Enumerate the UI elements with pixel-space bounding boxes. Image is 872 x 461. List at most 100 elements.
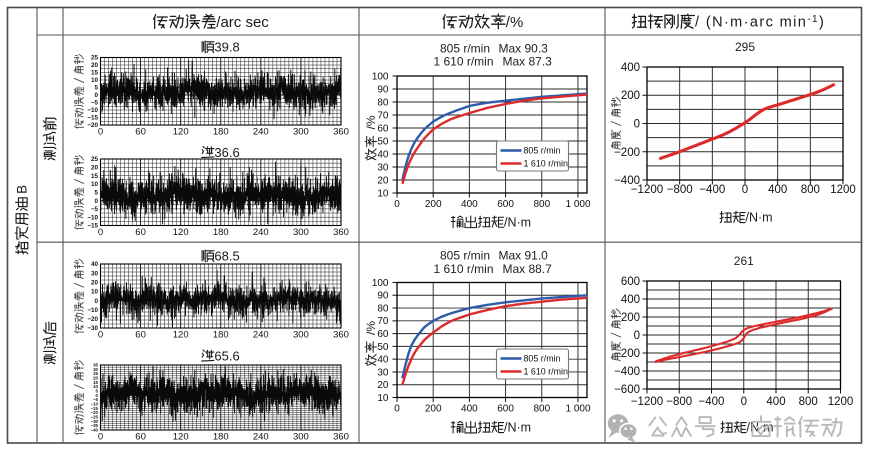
svg-text:15: 15 [91, 70, 99, 77]
svg-text:20: 20 [91, 165, 99, 172]
svg-text:600: 600 [497, 199, 514, 210]
svg-text:200: 200 [621, 312, 640, 324]
svg-text:0: 0 [634, 330, 640, 342]
svg-text:−5: −5 [93, 397, 99, 402]
svg-text:180: 180 [213, 227, 229, 238]
svg-text:300: 300 [293, 127, 309, 138]
svg-text:0: 0 [741, 396, 747, 408]
svg-text:35: 35 [93, 363, 98, 368]
svg-text:400: 400 [621, 62, 640, 74]
svg-text:65.6: 65.6 [214, 349, 239, 364]
svg-text:40: 40 [377, 355, 389, 366]
svg-text:10: 10 [91, 77, 99, 84]
svg-text:1200: 1200 [830, 184, 856, 196]
svg-text:0: 0 [94, 198, 98, 205]
svg-text:60: 60 [135, 227, 146, 238]
svg-text:1 610 r/min: 1 610 r/min [433, 55, 493, 69]
svg-text:/ (N·m·arc min-1): / (N·m·arc min-1) [695, 14, 825, 31]
svg-text:60: 60 [135, 432, 146, 443]
svg-text:30: 30 [93, 367, 98, 372]
svg-text:30: 30 [377, 162, 389, 173]
svg-text:10: 10 [91, 181, 99, 188]
svg-text:360: 360 [333, 432, 349, 443]
svg-text:400: 400 [766, 396, 785, 408]
svg-text:180: 180 [213, 127, 229, 138]
svg-text:−10: −10 [87, 307, 98, 314]
svg-text:400: 400 [461, 199, 478, 210]
svg-text:40: 40 [377, 149, 389, 160]
svg-text:39.8: 39.8 [214, 40, 239, 55]
svg-text:80: 80 [377, 97, 389, 108]
svg-text:1 610 r/min: 1 610 r/min [524, 159, 568, 169]
svg-text:−200: −200 [614, 147, 640, 159]
svg-text:180: 180 [213, 330, 229, 341]
svg-text:80: 80 [377, 304, 389, 315]
svg-text:−600: −600 [614, 384, 640, 396]
svg-text:60: 60 [135, 330, 146, 341]
svg-text:−20: −20 [87, 316, 98, 323]
svg-text:60: 60 [377, 123, 389, 134]
svg-text:1 610 r/min: 1 610 r/min [524, 367, 568, 377]
svg-text:−15: −15 [87, 115, 98, 122]
svg-text:B: B [15, 185, 30, 194]
svg-text:Max 88.7: Max 88.7 [503, 262, 553, 276]
svg-text:−10: −10 [87, 214, 98, 221]
svg-text:0: 0 [94, 298, 98, 305]
svg-text:120: 120 [173, 432, 189, 443]
svg-text:0: 0 [394, 199, 400, 210]
svg-text:240: 240 [253, 227, 269, 238]
svg-text:600: 600 [621, 276, 640, 288]
svg-text:−25: −25 [91, 415, 99, 420]
svg-text:−400: −400 [699, 396, 725, 408]
svg-text:−15: −15 [87, 223, 98, 230]
svg-text:−20: −20 [87, 122, 98, 129]
svg-text:240: 240 [253, 330, 269, 341]
svg-text:Max 91.0: Max 91.0 [499, 249, 549, 263]
svg-text:1200: 1200 [828, 396, 854, 408]
svg-text:120: 120 [173, 330, 189, 341]
svg-text:25: 25 [91, 55, 99, 62]
svg-text:805 r/min: 805 r/min [524, 146, 561, 156]
svg-text:0: 0 [98, 127, 103, 138]
svg-text:800: 800 [533, 199, 550, 210]
svg-text:360: 360 [333, 330, 349, 341]
svg-text:15: 15 [93, 380, 98, 385]
svg-text:800: 800 [799, 396, 818, 408]
svg-text:Max 87.3: Max 87.3 [503, 55, 553, 69]
svg-text:/arc sec: /arc sec [216, 14, 269, 31]
svg-text:800: 800 [533, 404, 550, 415]
svg-text:5: 5 [96, 389, 99, 394]
svg-text:180: 180 [213, 432, 229, 443]
svg-text:−35: −35 [91, 423, 99, 428]
svg-text:805 r/min: 805 r/min [440, 41, 490, 55]
svg-text:30: 30 [91, 270, 99, 277]
svg-text:−400: −400 [614, 175, 640, 187]
svg-text:200: 200 [425, 404, 442, 415]
svg-text:−5: −5 [91, 206, 99, 213]
svg-text:40: 40 [91, 261, 99, 268]
svg-text:20: 20 [377, 380, 389, 391]
svg-text:0: 0 [98, 330, 103, 341]
svg-text:1 000: 1 000 [565, 404, 590, 415]
svg-text:0: 0 [98, 227, 103, 238]
svg-text:/%: /% [364, 115, 378, 129]
svg-text:0: 0 [94, 92, 98, 99]
svg-text:−10: −10 [87, 107, 98, 114]
svg-text:−15: −15 [91, 406, 99, 411]
svg-text:200: 200 [621, 90, 640, 102]
svg-text:0: 0 [742, 184, 748, 196]
svg-text:200: 200 [425, 199, 442, 210]
svg-text:295: 295 [735, 40, 755, 54]
svg-text:0: 0 [394, 404, 400, 415]
svg-text:1 000: 1 000 [565, 199, 590, 210]
svg-text:60: 60 [377, 329, 389, 340]
svg-text:100: 100 [372, 71, 389, 82]
svg-text:20: 20 [93, 376, 98, 381]
svg-text:−5: −5 [91, 100, 99, 107]
svg-text:5: 5 [94, 190, 98, 197]
svg-text:68.5: 68.5 [214, 249, 239, 264]
svg-text:−40: −40 [91, 428, 99, 433]
svg-text:360: 360 [333, 127, 349, 138]
svg-text:120: 120 [173, 127, 189, 138]
svg-text:10: 10 [377, 393, 389, 404]
